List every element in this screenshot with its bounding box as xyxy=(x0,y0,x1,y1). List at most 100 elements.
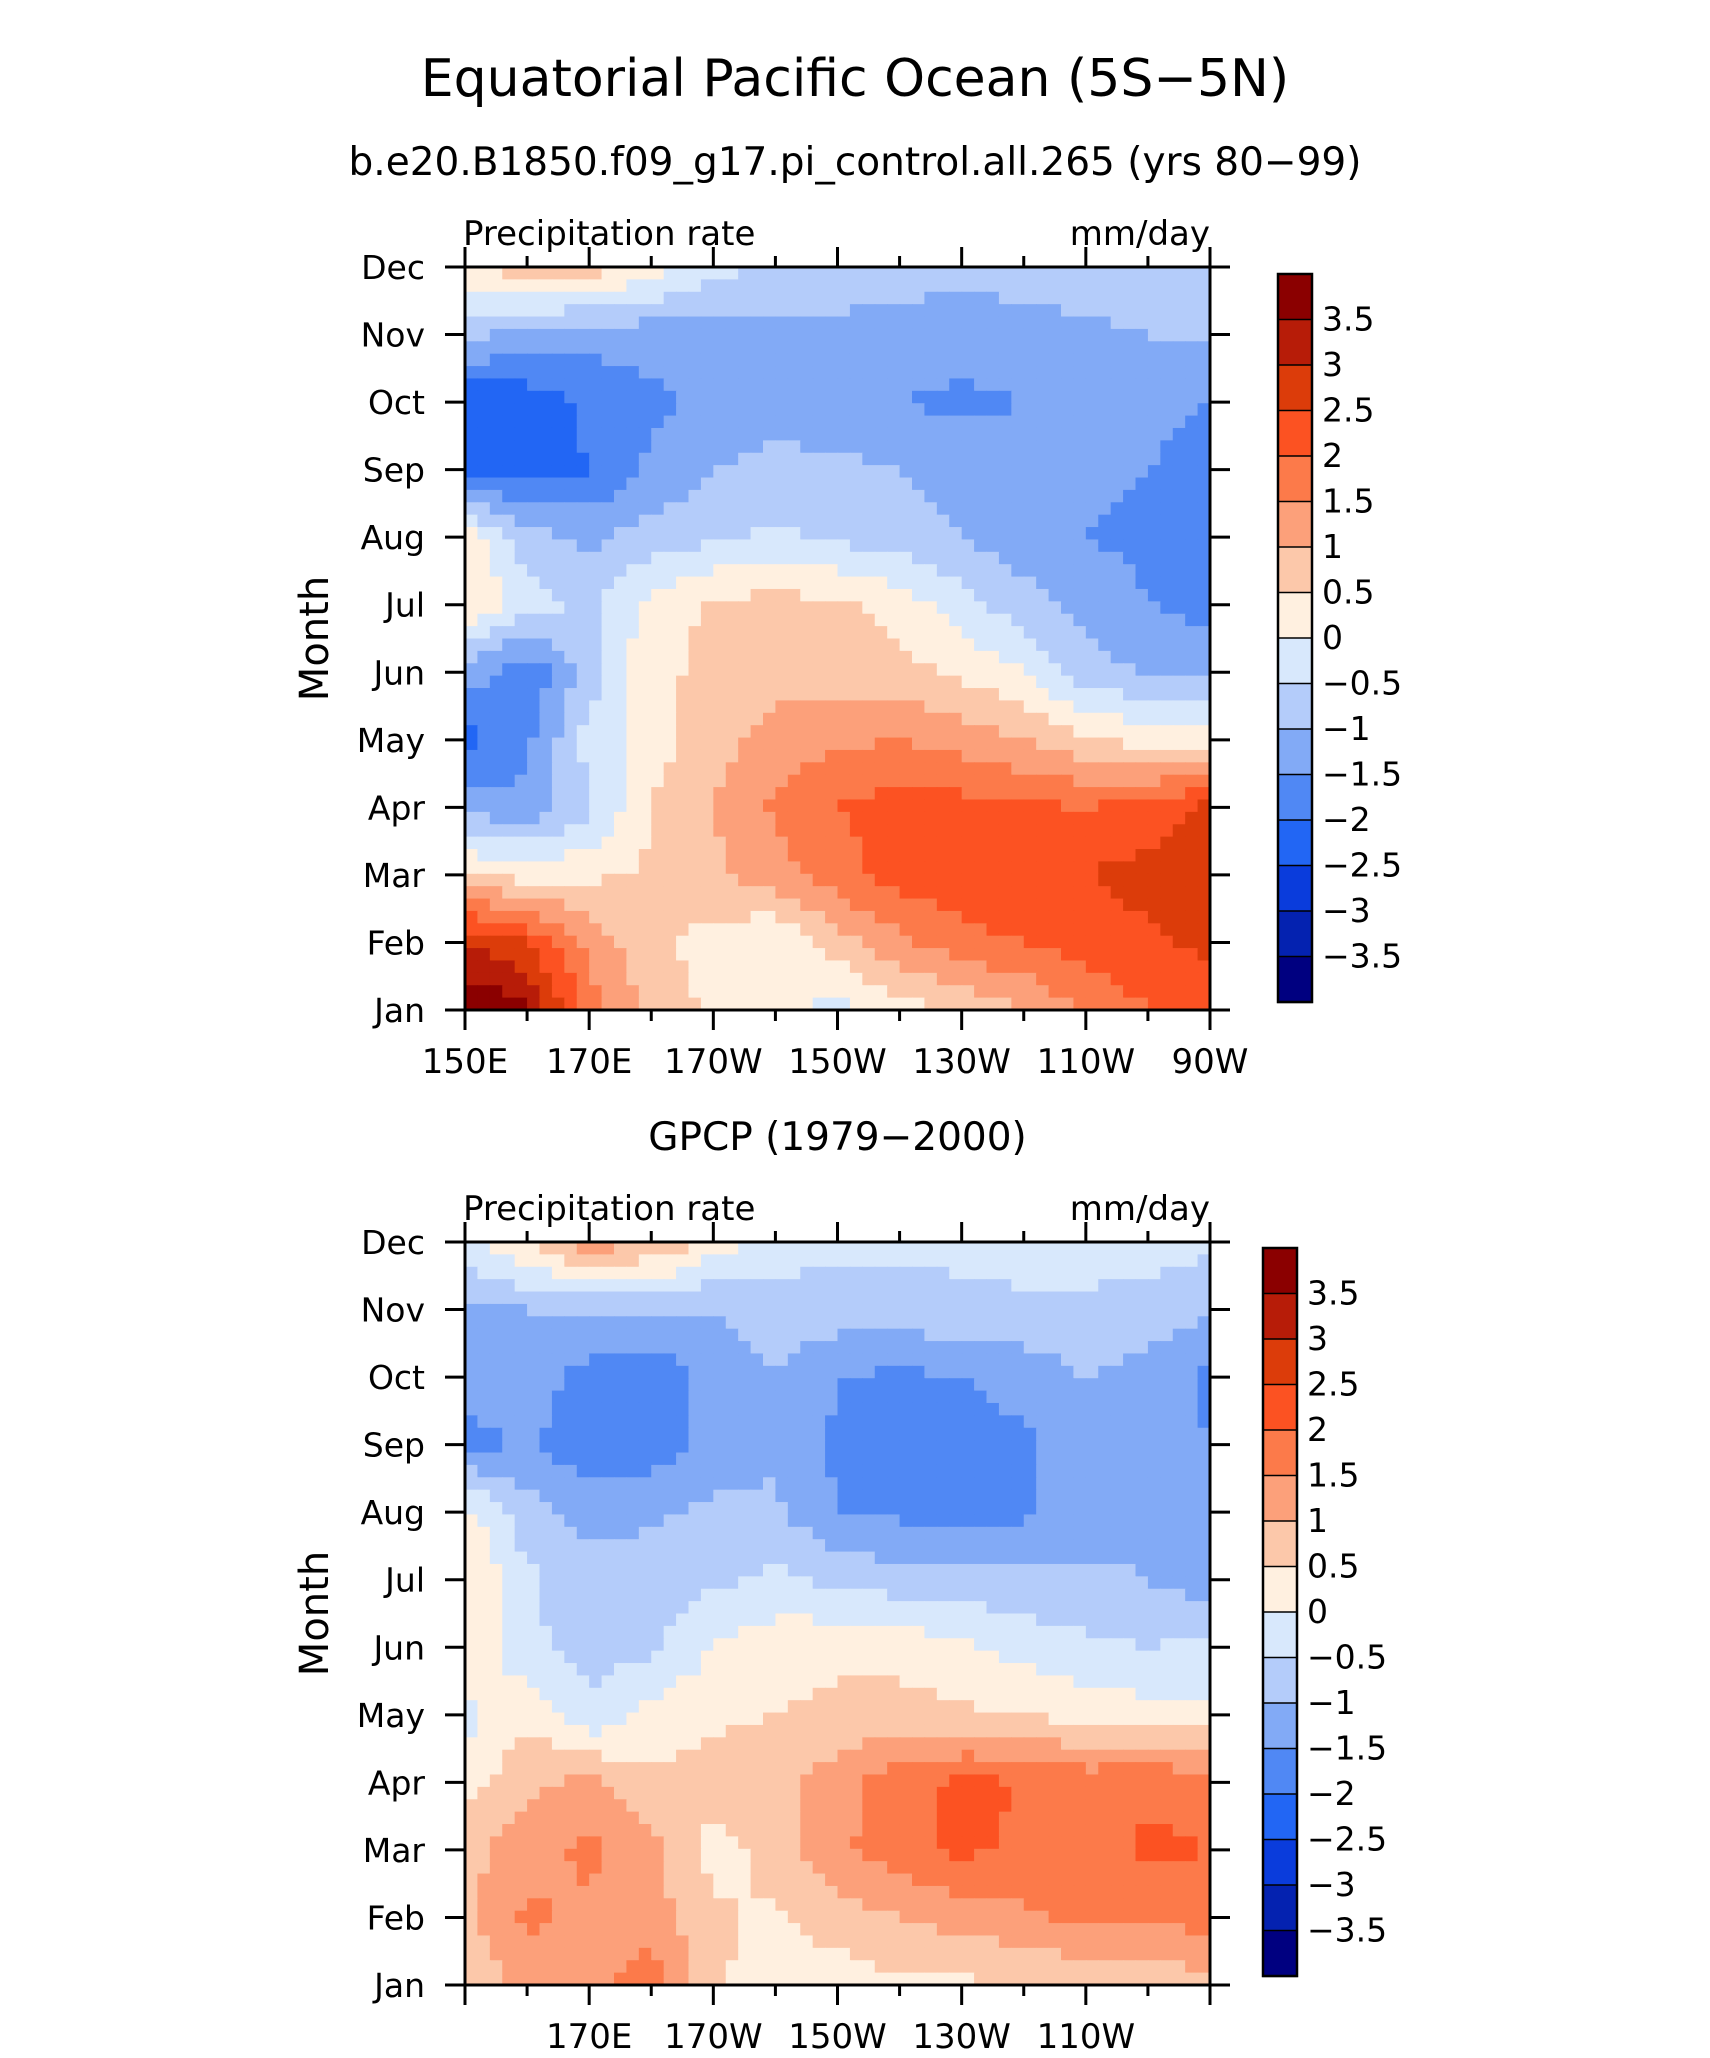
field-cell xyxy=(663,824,677,838)
field-cell xyxy=(1048,1402,1062,1416)
field-cell xyxy=(663,675,677,689)
field-cell xyxy=(564,1341,578,1355)
field-cell xyxy=(576,316,590,330)
field-cell xyxy=(812,910,826,924)
field-cell xyxy=(899,886,913,900)
field-cell xyxy=(564,1390,578,1404)
field-cell xyxy=(1160,762,1174,776)
field-cell xyxy=(564,700,578,714)
field-cell xyxy=(489,1378,503,1392)
field-cell xyxy=(527,675,541,689)
longitude-tick-label: 150W xyxy=(788,1042,887,1082)
field-cell xyxy=(874,688,888,702)
field-cell xyxy=(1073,1440,1087,1454)
field-cell xyxy=(713,923,727,937)
field-cell xyxy=(713,886,727,900)
field-cell xyxy=(974,415,988,429)
field-cell xyxy=(800,1353,814,1367)
field-cell xyxy=(1048,1489,1062,1503)
field-cell xyxy=(514,898,528,912)
field-cell xyxy=(1123,923,1137,937)
field-cell xyxy=(775,663,789,677)
field-cell xyxy=(924,1427,938,1441)
field-cell xyxy=(514,291,528,305)
field-cell xyxy=(551,663,565,677)
field-cell xyxy=(998,1415,1012,1429)
field-cell xyxy=(862,1353,876,1367)
field-cell xyxy=(787,836,801,850)
field-cell xyxy=(527,787,541,801)
field-cell xyxy=(974,489,988,503)
field-cell xyxy=(713,1477,727,1491)
field-cell xyxy=(1011,613,1025,627)
field-cell xyxy=(1098,366,1112,380)
field-cell xyxy=(601,787,615,801)
field-cell xyxy=(589,737,603,751)
field-cell xyxy=(949,849,963,862)
field-cell xyxy=(1135,836,1149,850)
field-cell xyxy=(924,452,938,466)
field-cell xyxy=(924,799,938,813)
field-cell xyxy=(564,762,578,776)
field-cell xyxy=(539,1390,553,1404)
field-cell xyxy=(700,626,714,640)
field-cell xyxy=(1110,601,1124,615)
field-cell xyxy=(1172,688,1186,702)
field-cell xyxy=(1048,985,1062,999)
field-cell xyxy=(912,341,926,355)
field-cell xyxy=(887,1291,901,1305)
field-cell xyxy=(477,1440,491,1454)
field-cell xyxy=(837,601,851,615)
field-cell xyxy=(626,1390,640,1404)
field-cell xyxy=(1110,700,1124,714)
field-cell xyxy=(663,1303,677,1317)
field-cell xyxy=(1123,688,1137,702)
field-cell xyxy=(986,638,1000,652)
field-cell xyxy=(1011,328,1025,342)
field-cell xyxy=(812,1279,826,1293)
field-cell xyxy=(974,403,988,417)
field-cell xyxy=(465,576,479,590)
field-cell xyxy=(750,910,764,924)
field-cell xyxy=(874,267,888,280)
field-cell xyxy=(763,824,777,838)
field-cell xyxy=(800,564,814,578)
field-cell xyxy=(1085,972,1099,986)
field-cell xyxy=(1085,502,1099,516)
field-cell xyxy=(551,316,565,330)
field-cell xyxy=(924,811,938,825)
field-cell xyxy=(614,415,628,429)
field-cell xyxy=(924,440,938,454)
field-cell xyxy=(614,1242,628,1255)
field-cell xyxy=(899,551,913,565)
field-cell xyxy=(614,613,628,627)
field-cell xyxy=(763,638,777,652)
field-cell xyxy=(1048,304,1062,318)
field-cell xyxy=(812,997,826,1011)
field-cell xyxy=(812,787,826,801)
field-cell xyxy=(725,489,739,503)
field-cell xyxy=(1073,1402,1087,1416)
field-cell xyxy=(1048,1341,1062,1355)
field-cell xyxy=(1085,1291,1099,1305)
field-cell xyxy=(775,440,789,454)
field-cell xyxy=(961,576,975,590)
field-cell xyxy=(986,291,1000,305)
field-cell xyxy=(1085,836,1099,850)
field-cell xyxy=(688,774,702,788)
field-cell xyxy=(825,1328,839,1342)
field-cell xyxy=(874,923,888,937)
field-cell xyxy=(1061,1402,1075,1416)
field-cell xyxy=(539,440,553,454)
field-cell xyxy=(1098,799,1112,813)
field-cell xyxy=(787,626,801,640)
field-cell xyxy=(763,502,777,516)
field-cell xyxy=(800,601,814,615)
field-cell xyxy=(663,390,677,404)
field-cell xyxy=(899,279,913,293)
field-cell xyxy=(825,749,839,763)
field-cell xyxy=(539,985,553,999)
field-cell xyxy=(812,663,826,677)
field-cell xyxy=(663,527,677,541)
field-cell xyxy=(551,477,565,491)
